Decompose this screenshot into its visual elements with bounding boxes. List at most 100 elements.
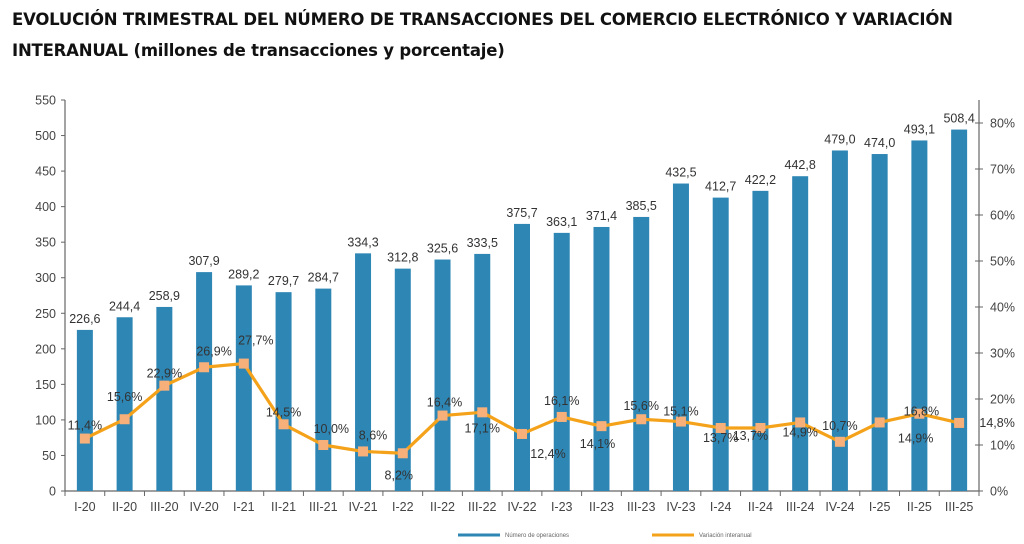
line-data-label: 13,7% [703, 431, 738, 445]
bar-data-label: 284,7 [308, 271, 339, 285]
chart-title: EVOLUCIÓN TRIMESTRAL DEL NÚMERO DE TRANS… [12, 4, 1012, 66]
bar [315, 288, 332, 491]
bar [275, 292, 292, 491]
bar-data-label: 474,0 [864, 136, 895, 150]
line-data-label: 8,6% [359, 428, 388, 442]
x-tick-label: II-23 [589, 500, 614, 514]
line-marker [556, 411, 567, 422]
bar [792, 176, 809, 491]
y-left-tick-label: 100 [35, 413, 56, 427]
x-tick-label: IV-22 [507, 500, 536, 514]
line-data-label: 14,5% [266, 405, 301, 419]
line-data-label: 12,4% [530, 447, 565, 461]
bar-data-label: 371,4 [586, 209, 617, 223]
y-left-tick-label: 500 [35, 129, 56, 143]
line-data-label: 16,1% [544, 394, 579, 408]
line-marker [437, 410, 448, 421]
line-marker [675, 416, 686, 427]
line-marker [79, 433, 90, 444]
bar [514, 223, 530, 492]
bar-data-label: 226,6 [69, 312, 100, 326]
line-data-label: 26,9% [196, 344, 231, 358]
line-marker [914, 408, 925, 419]
bar-data-label: 493,1 [904, 122, 935, 136]
legend-label: Número de operaciones [505, 533, 569, 539]
line-data-label: 10,0% [314, 422, 349, 436]
line-marker [715, 422, 726, 433]
y-left-tick-label: 200 [35, 342, 56, 356]
bar-data-label: 325,6 [427, 242, 458, 256]
x-tick-label: III-20 [150, 500, 179, 514]
x-tick-label: II-22 [430, 500, 455, 514]
bar-data-label: 385,5 [626, 199, 657, 213]
y-right-tick-label: 60% [990, 209, 1015, 223]
y-left-tick-label: 450 [35, 165, 56, 179]
y-right-tick-label: 70% [990, 163, 1015, 177]
bar-data-label: 312,8 [387, 251, 418, 265]
line-data-label: 16,4% [427, 396, 462, 410]
legend: Número de operaciones Variación interanua… [458, 533, 752, 539]
chart-title-line-2: INTERANUAL (millones de transacciones y … [12, 41, 505, 60]
bar-data-label: 375,7 [506, 206, 537, 220]
bar [116, 317, 133, 491]
y-right-tick-label: 40% [990, 301, 1015, 315]
line-marker [517, 428, 527, 439]
axes: 0 50 100 150 200 250 300 350 400 450 500 550 0% 10% 20… [35, 94, 1015, 515]
bar [355, 253, 372, 491]
x-tick-label: I-23 [551, 500, 573, 514]
x-tick-label: III-22 [468, 500, 497, 514]
bar [434, 259, 451, 491]
bar [196, 272, 213, 491]
line-data-labels: 11,4% 15,6% 22,9% 26,9% 27,7% 14,5% 10,0% 8,6% 8… [68, 334, 1015, 483]
y-right-tick-label: 30% [990, 347, 1015, 361]
x-tick-label: II-20 [112, 500, 137, 514]
x-tick-label: II-24 [748, 500, 773, 514]
x-tick-label: II-21 [271, 500, 296, 514]
x-tick-label: I-22 [392, 500, 414, 514]
bar-data-label: 442,8 [785, 158, 816, 172]
line-series [79, 358, 965, 459]
line-data-label: 16,8% [904, 405, 939, 419]
bar [633, 216, 650, 491]
x-tick-label: III-23 [627, 500, 656, 514]
line-data-label: 14,1% [580, 437, 615, 451]
bar [911, 140, 928, 491]
x-tick-label: IV-24 [825, 500, 854, 514]
x-tick-label: I-21 [233, 500, 255, 514]
y-left-tick-label: 400 [35, 200, 56, 214]
bar [76, 329, 93, 491]
line-marker [755, 422, 766, 433]
bar-data-label: 334,3 [347, 235, 378, 249]
line-marker [358, 446, 369, 457]
x-tick-label: IV-21 [348, 500, 377, 514]
line-marker [278, 419, 289, 430]
x-tick-label: I-24 [710, 500, 732, 514]
bar [871, 154, 888, 491]
x-tick-label: IV-23 [666, 500, 695, 514]
bar [672, 183, 689, 492]
x-tick-label: II-25 [907, 500, 932, 514]
x-tick-label: I-25 [869, 500, 891, 514]
x-tick-label: III-25 [945, 500, 974, 514]
y-left-tick-label: 550 [35, 94, 56, 108]
y-left-tick-label: 50 [42, 449, 56, 463]
bar-data-label: 307,9 [188, 254, 219, 268]
line-marker [596, 421, 607, 432]
line-data-label: 14,8% [979, 416, 1014, 430]
x-tick-label: I-20 [74, 500, 96, 514]
line-marker [636, 414, 647, 425]
line-marker [199, 362, 210, 373]
bar-data-labels: 226,6 244,4 258,9 307,9 289,2 279,7 284,7 334,3… [69, 112, 975, 326]
bar-data-label: 422,2 [745, 173, 776, 187]
line-marker [874, 417, 885, 428]
line-data-label: 15,6% [107, 390, 142, 404]
line-marker [119, 414, 130, 425]
bar-data-label: 479,0 [824, 132, 855, 146]
bar [712, 197, 729, 491]
bar-data-label: 363,1 [546, 215, 577, 229]
line-data-label: 14,9% [898, 431, 933, 445]
bar [474, 253, 491, 491]
line-marker [795, 417, 806, 428]
y-left-tick-label: 0 [49, 485, 56, 499]
